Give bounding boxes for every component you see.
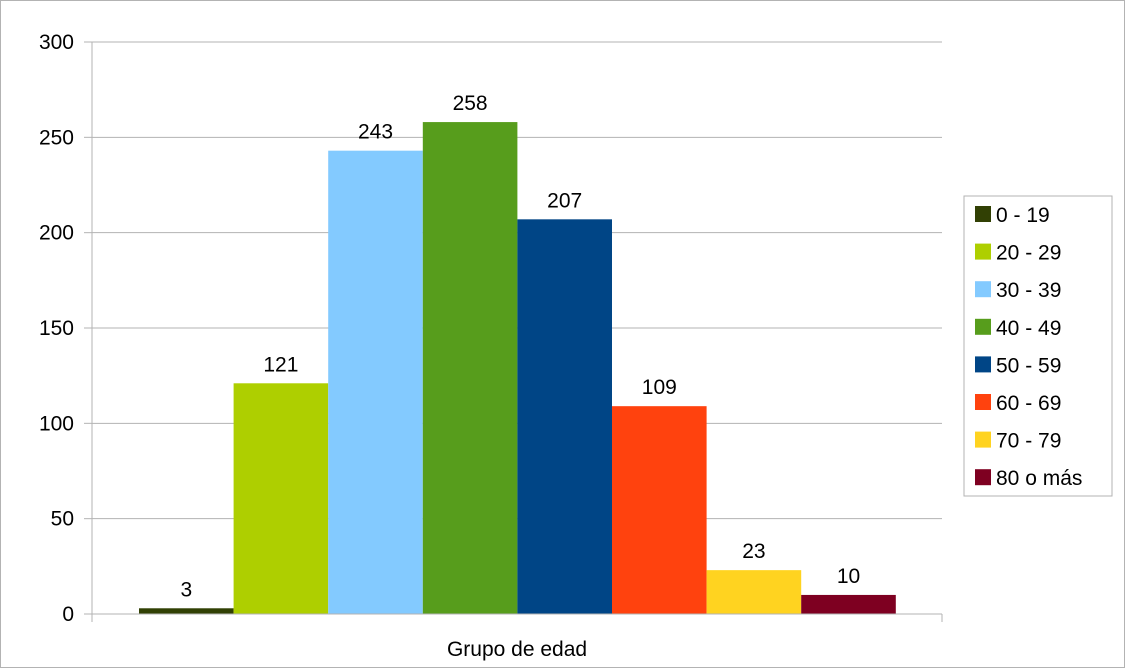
bar-30-39 bbox=[328, 150, 423, 614]
bar-40-49 bbox=[422, 122, 518, 614]
legend-label-60-69: 60 - 69 bbox=[996, 392, 1061, 415]
legend-swatch-20-29 bbox=[975, 243, 991, 260]
bar-80oms bbox=[801, 594, 896, 614]
data-label-20-29: 121 bbox=[263, 353, 298, 376]
data-label-80oms: 10 bbox=[837, 565, 860, 588]
y-tick-label-250: 250 bbox=[39, 126, 74, 149]
y-axis-ticks: 0 50 100 150 200 250 300 bbox=[39, 31, 92, 626]
y-tick-label-300: 300 bbox=[39, 31, 74, 54]
data-label-60-69: 109 bbox=[642, 376, 677, 399]
y-tick-label-0: 0 bbox=[62, 603, 74, 626]
legend-swatch-40-49 bbox=[975, 318, 991, 335]
legend-swatch-30-39 bbox=[975, 281, 991, 298]
legend-label-20-29: 20 - 29 bbox=[996, 242, 1061, 265]
y-tick-label-100: 100 bbox=[39, 412, 74, 435]
legend-label-70-79: 70 - 79 bbox=[996, 430, 1061, 453]
bar-0-19 bbox=[139, 608, 234, 614]
y-tick-label-150: 150 bbox=[39, 317, 74, 340]
legend-swatch-60-69 bbox=[975, 394, 991, 410]
legend-swatch-80oms bbox=[975, 469, 991, 486]
legend-label-50-59: 50 - 59 bbox=[996, 354, 1061, 377]
legend-label-80oms: 80 o más bbox=[996, 467, 1082, 490]
data-label-70-79: 23 bbox=[742, 540, 765, 563]
bar-70-79 bbox=[706, 570, 802, 614]
bar-20-29 bbox=[233, 383, 329, 614]
legend-label-30-39: 30 - 39 bbox=[996, 279, 1061, 302]
y-tick-label-200: 200 bbox=[39, 222, 74, 245]
x-axis-label: Grupo de edad bbox=[447, 638, 587, 661]
bar-50-59 bbox=[517, 219, 612, 614]
y-tick-label-50: 50 bbox=[51, 508, 74, 531]
legend-swatch-70-79 bbox=[975, 431, 991, 448]
data-label-50-59: 207 bbox=[547, 189, 582, 212]
legend-swatch-0-19 bbox=[975, 206, 991, 222]
bars bbox=[139, 122, 896, 614]
bar-60-69 bbox=[612, 406, 707, 614]
data-label-30-39: 243 bbox=[358, 121, 393, 144]
data-label-40-49: 258 bbox=[453, 92, 488, 115]
data-label-0-19: 3 bbox=[180, 578, 192, 601]
legend: 0 - 19 20 - 29 30 - 39 40 - 49 50 - 59 60 - 6… bbox=[963, 195, 1113, 497]
legend-swatch-50-59 bbox=[975, 356, 991, 373]
data-labels: 3 121 243 258 207 109 23 10 bbox=[180, 92, 860, 601]
legend-label-40-49: 40 - 49 bbox=[996, 317, 1061, 340]
legend-label-0-19: 0 - 19 bbox=[996, 204, 1050, 227]
